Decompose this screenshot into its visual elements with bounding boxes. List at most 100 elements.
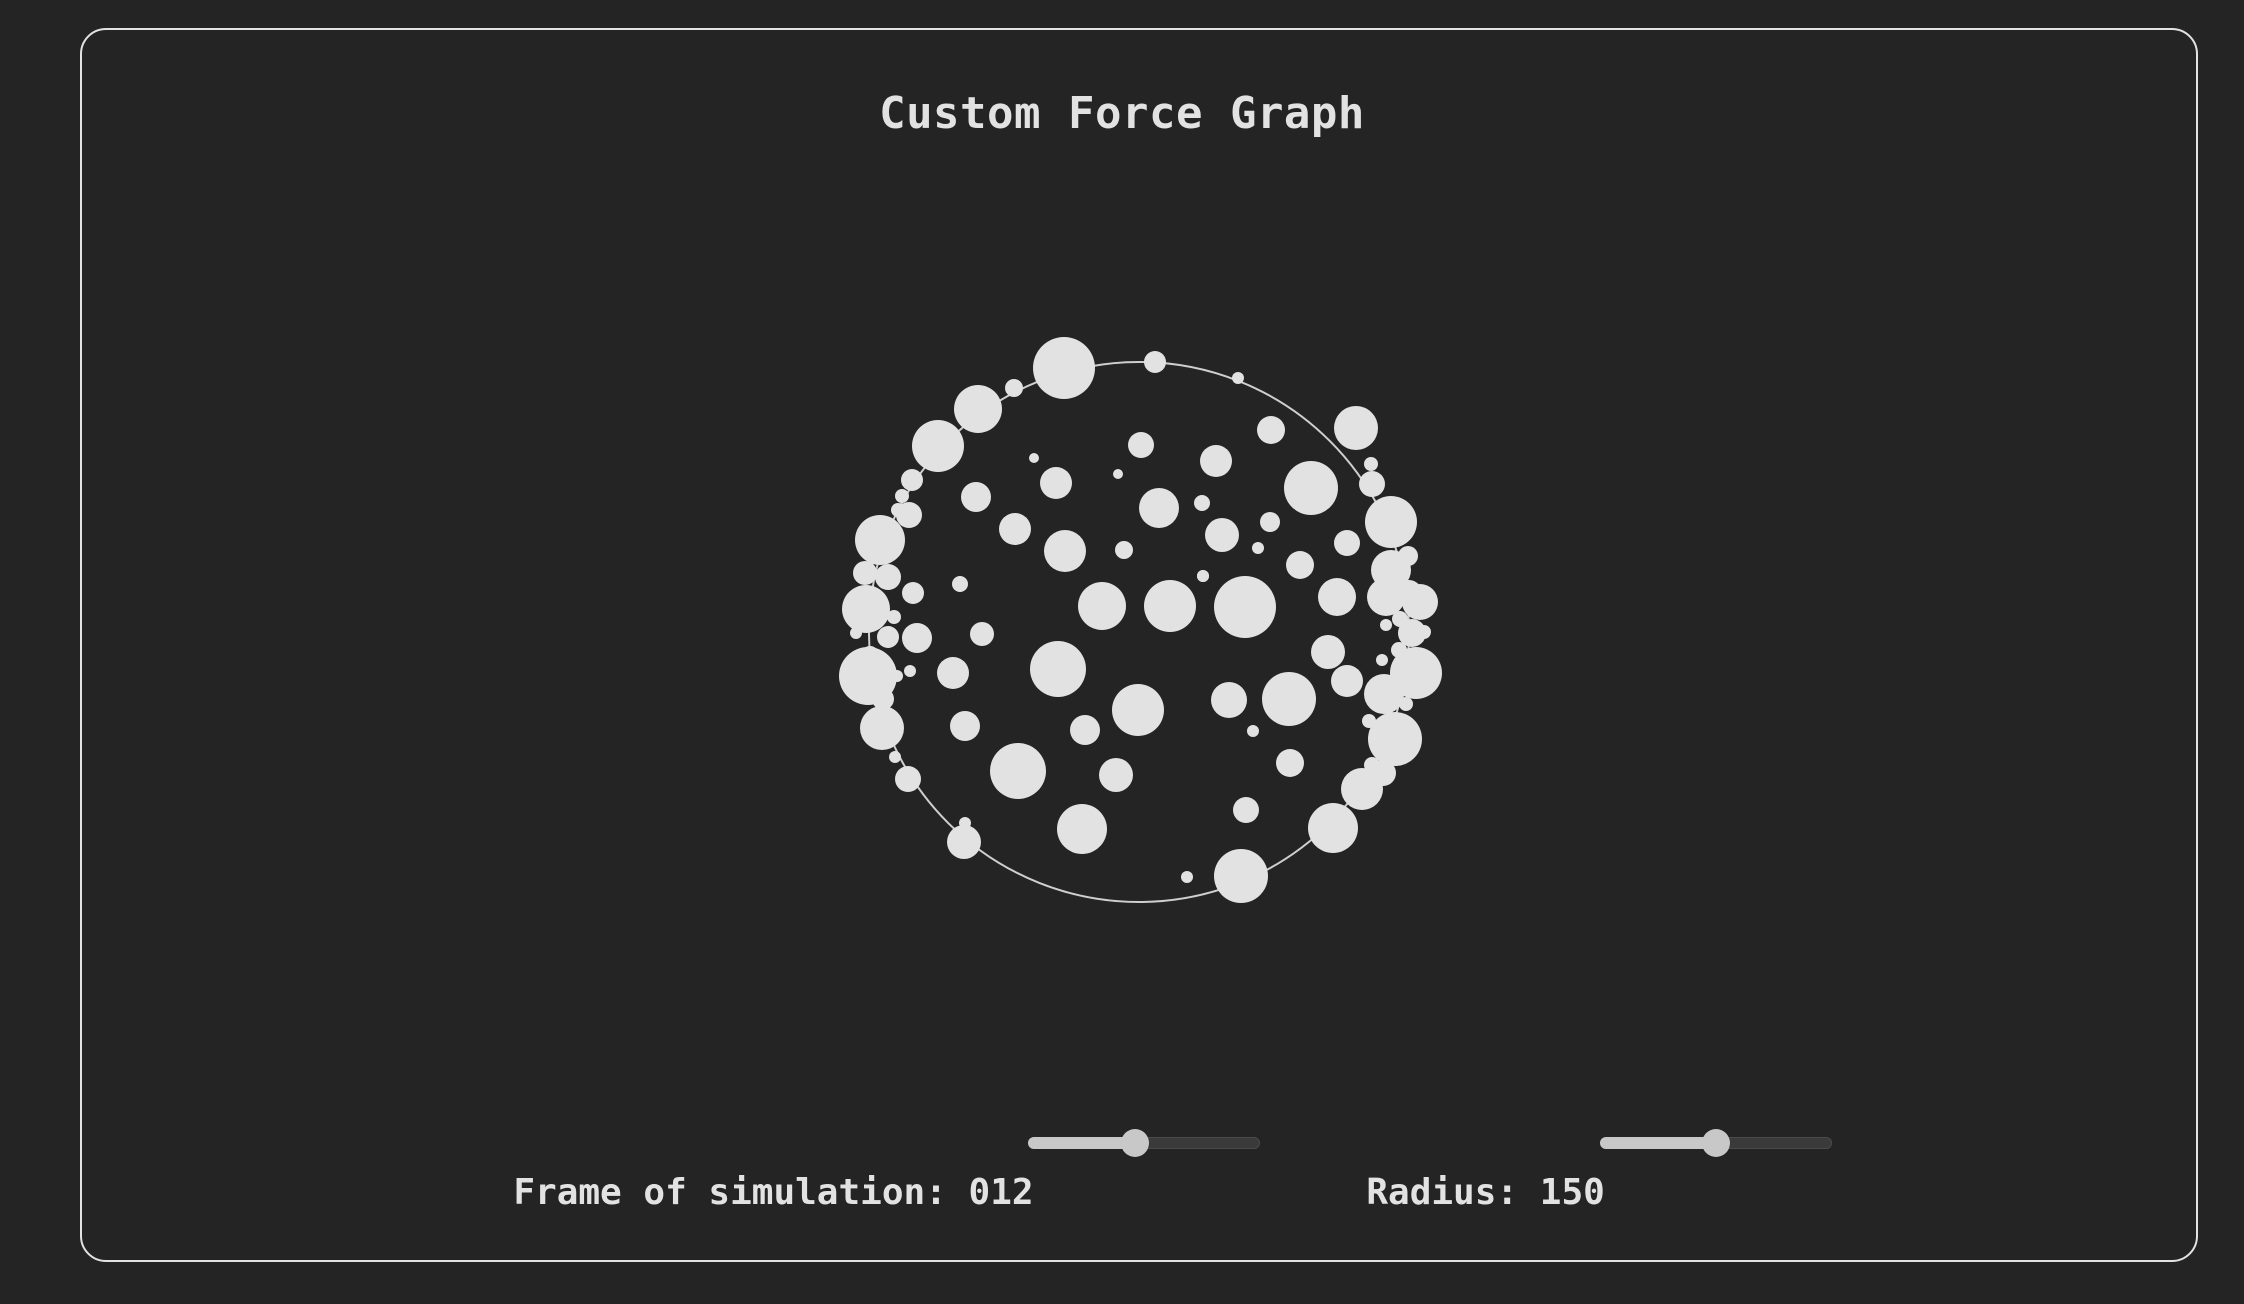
graph-node[interactable] [990,743,1046,799]
graph-node[interactable] [887,610,901,624]
graph-node[interactable] [875,564,901,590]
graph-node[interactable] [877,626,899,648]
graph-node[interactable] [1398,619,1426,647]
graph-node[interactable] [1030,641,1086,697]
graph-node[interactable] [1380,619,1392,631]
graph-node[interactable] [1200,445,1232,477]
graph-node[interactable] [937,657,969,689]
graph-node[interactable] [1367,578,1405,616]
radius-value: 150 [1539,1172,1605,1213]
graph-node[interactable] [1402,584,1438,620]
graph-node[interactable] [1368,712,1422,766]
graph-node[interactable] [959,817,971,829]
graph-node[interactable] [1390,647,1442,699]
frame-slider-thumb[interactable] [1120,1129,1149,1157]
graph-node[interactable] [1334,406,1378,450]
graph-node[interactable] [1033,337,1095,399]
frame-label: Frame of simulation: 012 [470,1118,1034,1218]
graph-node[interactable] [1112,684,1164,736]
graph-node[interactable] [1417,625,1431,639]
graph-node[interactable] [1181,871,1193,883]
graph-node[interactable] [1247,725,1259,737]
graph-node[interactable] [1005,379,1023,397]
graph-node[interactable] [1099,758,1133,792]
graph-node[interactable] [1211,682,1247,718]
graph-node[interactable] [952,576,968,592]
graph-node[interactable] [902,582,924,604]
graph-node[interactable] [970,622,994,646]
graph-nodes [839,337,1442,903]
graph-node[interactable] [1144,351,1166,373]
graph-node[interactable] [896,502,922,528]
graph-node[interactable] [1070,715,1100,745]
frame-slider[interactable] [1028,1129,1260,1157]
graph-node[interactable] [855,515,905,565]
graph-node[interactable] [895,489,909,503]
graph-node[interactable] [1040,467,1072,499]
graph-node[interactable] [1214,849,1268,903]
graph-node[interactable] [950,711,980,741]
graph-node[interactable] [902,623,932,653]
graph-node[interactable] [1286,551,1314,579]
graph-node[interactable] [1139,488,1179,528]
graph-node[interactable] [1308,803,1358,853]
graph-node[interactable] [1318,578,1356,616]
graph-node[interactable] [1257,416,1285,444]
page-title: Custom Force Graph [879,88,1365,139]
graph-node[interactable] [1262,672,1316,726]
graph-node[interactable] [853,561,877,585]
radius-slider-thumb[interactable] [1702,1129,1730,1157]
graph-node[interactable] [1144,580,1196,632]
graph-node[interactable] [1399,697,1413,711]
graph-node[interactable] [961,482,991,512]
graph-node[interactable] [1334,530,1360,556]
graph-node[interactable] [1113,469,1123,479]
graph-node[interactable] [947,825,981,859]
graph-node[interactable] [1276,749,1304,777]
graph-node[interactable] [954,385,1002,433]
graph-node[interactable] [912,420,964,472]
graph-node[interactable] [1197,570,1209,582]
graph-node[interactable] [1205,518,1239,552]
graph-node[interactable] [1233,797,1259,823]
graph-node[interactable] [1115,541,1133,559]
graph-node[interactable] [1214,576,1276,638]
graph-node[interactable] [1252,542,1264,554]
graph-node[interactable] [891,670,903,682]
app-panel [80,28,2198,1262]
graph-node[interactable] [850,627,862,639]
graph-node[interactable] [904,665,916,677]
graph-node[interactable] [1364,674,1404,714]
graph-node[interactable] [1260,512,1280,532]
graph-node[interactable] [889,751,901,763]
graph-node[interactable] [872,688,894,710]
graph-node[interactable] [1194,495,1210,511]
graph-node[interactable] [895,766,921,792]
graph-node[interactable] [1364,457,1378,471]
graph-node[interactable] [1057,804,1107,854]
graph-node[interactable] [1078,582,1126,630]
radius-slider-fill [1600,1137,1716,1149]
graph-node[interactable] [1044,530,1086,572]
graph-node[interactable] [1232,372,1244,384]
graph-node[interactable] [901,469,923,491]
radius-label-text: Radius: [1366,1172,1519,1213]
graph-node[interactable] [1029,453,1039,463]
graph-node[interactable] [1365,496,1417,548]
graph-node[interactable] [842,585,890,633]
graph-node[interactable] [1359,471,1385,497]
radius-label: Radius: 150 [1323,1118,1605,1218]
graph-node[interactable] [1128,432,1154,458]
graph-node[interactable] [860,706,904,750]
graph-node[interactable] [1331,665,1363,697]
radius-slider[interactable] [1600,1129,1832,1157]
frame-value: 012 [968,1172,1034,1213]
graph-node[interactable] [1376,654,1388,666]
graph-node[interactable] [1341,768,1383,810]
graph-node[interactable] [1311,635,1345,669]
frame-slider-fill [1028,1137,1135,1149]
graph-node[interactable] [999,513,1031,545]
frame-label-text: Frame of simulation: [513,1172,947,1213]
graph-node[interactable] [1284,461,1338,515]
